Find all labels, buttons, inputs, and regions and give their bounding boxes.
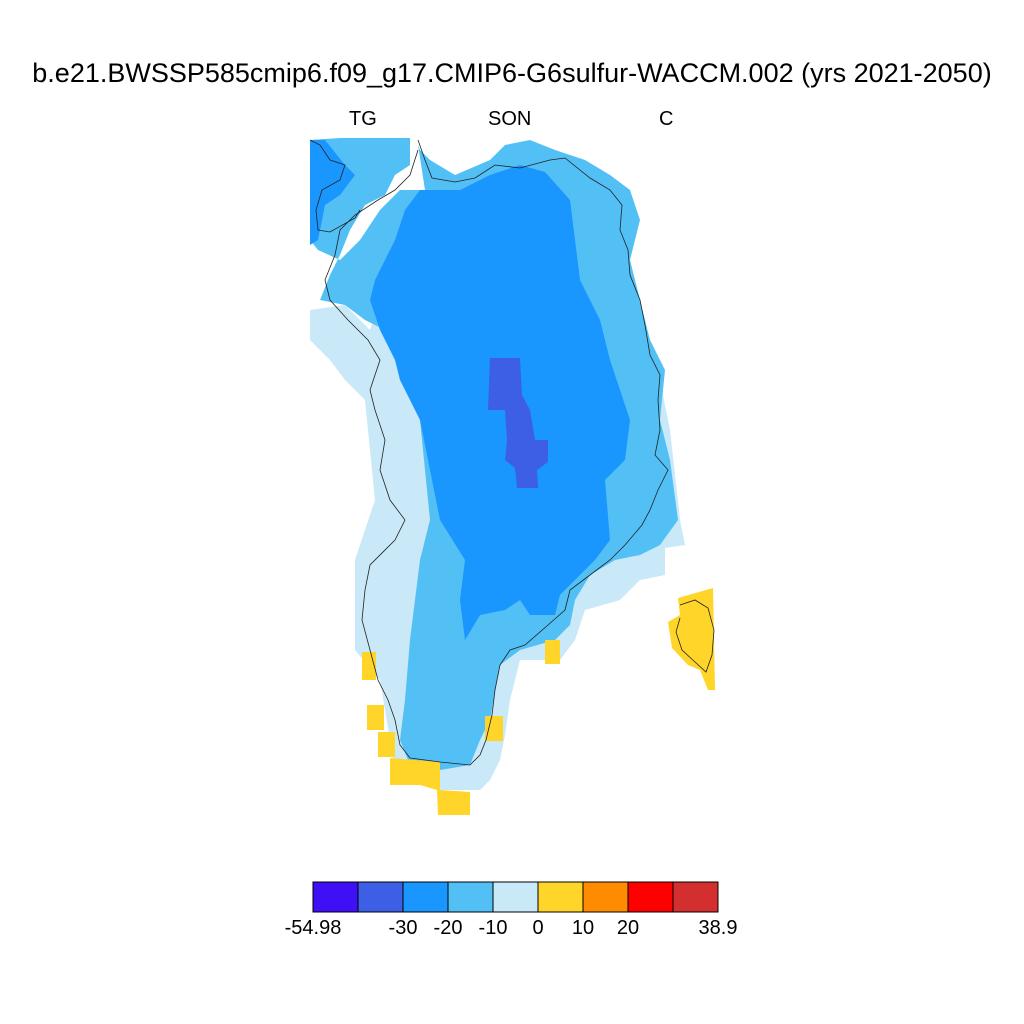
south-tip-cell (485, 716, 503, 741)
colorbar-swatch (492, 881, 539, 913)
colorbar-tick-label: 0 (532, 917, 544, 939)
colorbar-swatch (582, 881, 629, 913)
colorbar-swatch (672, 881, 719, 913)
south-tip-cell (378, 732, 395, 757)
colorbar (312, 881, 719, 913)
map-panel (309, 138, 715, 815)
greenland-coastline (324, 139, 669, 766)
colorbar-tick-label: -30 (388, 917, 418, 939)
ellesmere-coastline (309, 139, 361, 233)
season-label: SON (488, 108, 532, 130)
colorbar-swatch (357, 881, 404, 913)
south-tip-cell (390, 758, 470, 815)
colorbar-swatch (447, 881, 494, 913)
colorbar-swatch (312, 881, 359, 913)
south-tip-cell (545, 640, 560, 664)
colorbar-tick-label: 10 (571, 917, 595, 939)
variable-label: TG (349, 108, 377, 130)
colorbar-swatch (627, 881, 674, 913)
coastlines (309, 139, 715, 766)
colorbar-tick-label: 38.9 (698, 917, 738, 939)
colorbar-tick-label: 20 (616, 917, 640, 939)
plot-title: b.e21.BWSSP585cmip6.f09_g17.CMIP6-G6sulf… (32, 58, 992, 88)
colorbar-tick-label: -54.98 (284, 917, 342, 939)
region-iceland (668, 588, 715, 690)
iceland-coastline (675, 599, 715, 673)
colorbar-tick-label: -10 (478, 917, 508, 939)
colorbar-swatch (402, 881, 449, 913)
region-south-tip (362, 640, 560, 815)
region-northwest-patch (310, 140, 355, 245)
south-tip-cell (367, 705, 384, 730)
colorbar-swatch (537, 881, 584, 913)
region-summit (488, 358, 548, 488)
colorbar-tick-label: -20 (433, 917, 463, 939)
units-label: C (659, 108, 674, 130)
